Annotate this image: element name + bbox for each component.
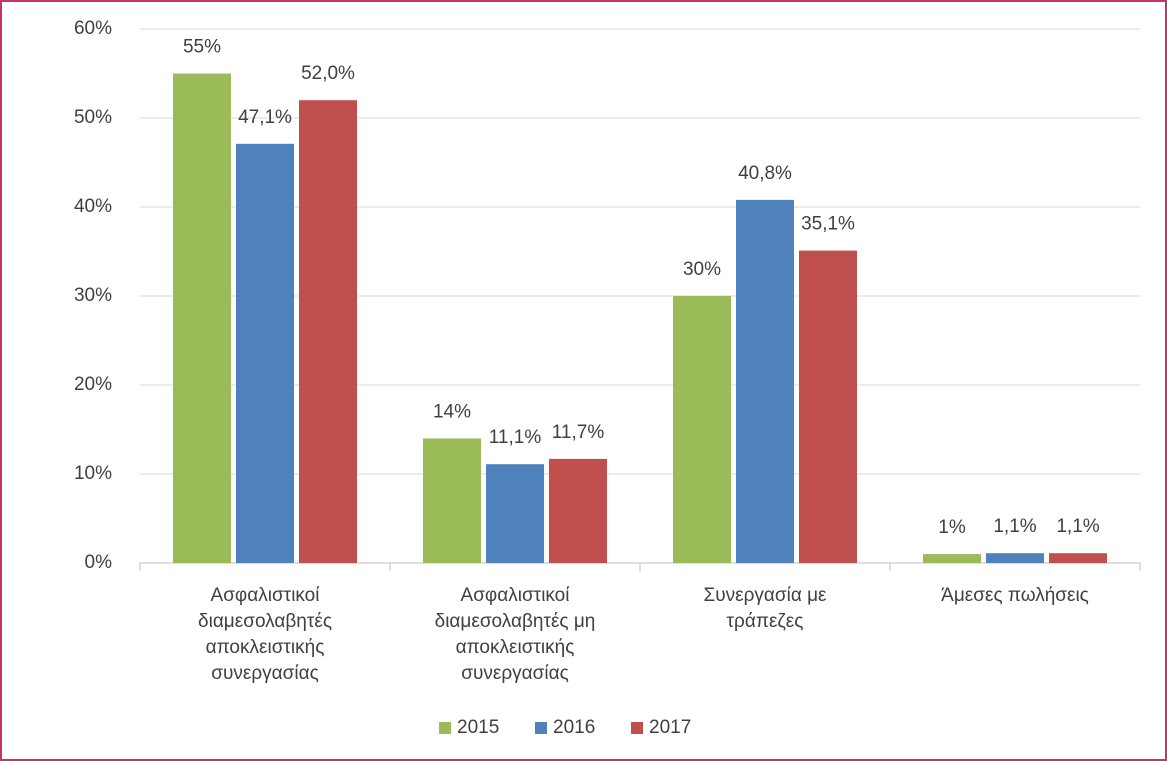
bar <box>923 554 981 563</box>
legend-label: 2017 <box>649 717 691 738</box>
legend-label: 2016 <box>553 717 595 738</box>
data-label: 35,1% <box>801 214 855 235</box>
data-label: 47,1% <box>238 107 292 128</box>
x-tick-label: Ασφαλιστικοί διαμεσολαβητές αποκλειστικής σ… <box>198 585 332 684</box>
bar <box>299 100 357 563</box>
bar <box>549 458 607 563</box>
data-label: 14% <box>433 401 471 422</box>
bar <box>1049 553 1107 563</box>
bar <box>799 250 857 564</box>
data-label: 1% <box>938 517 966 538</box>
bar <box>986 553 1044 563</box>
bar <box>423 438 481 563</box>
data-label: 11,1% <box>489 427 542 448</box>
y-tick-label: 10% <box>74 463 112 484</box>
bar <box>673 296 731 563</box>
data-label: 52,0% <box>301 63 355 84</box>
data-label: 40,8% <box>738 163 792 184</box>
data-label: 55% <box>183 37 221 58</box>
legend-label: 2015 <box>457 717 499 738</box>
y-tick-label: 30% <box>74 285 112 306</box>
legend-swatch <box>439 722 451 734</box>
x-tick-label: Ασφαλιστικοί διαμεσολαβητές μη αποκλειστικ… <box>435 585 596 684</box>
y-tick-label: 40% <box>74 196 112 217</box>
y-tick-label: 50% <box>74 107 112 128</box>
data-label: 11,7% <box>552 422 605 443</box>
y-tick-label: 60% <box>74 18 112 39</box>
data-label: 1,1% <box>1056 516 1099 537</box>
bar <box>486 464 544 563</box>
legend-swatch <box>631 722 643 734</box>
y-tick-label: 20% <box>74 374 112 395</box>
bar <box>236 143 294 563</box>
bar <box>173 73 231 563</box>
data-label: 1,1% <box>993 516 1036 537</box>
x-tick-label: Συνεργασία με τράπεζες <box>703 585 827 632</box>
bar <box>736 199 794 563</box>
y-tick-label: 0% <box>85 552 113 573</box>
legend-swatch <box>535 722 547 734</box>
x-tick-label: Άμεσες πωλήσεις <box>941 585 1089 606</box>
data-label: 30% <box>683 259 721 280</box>
